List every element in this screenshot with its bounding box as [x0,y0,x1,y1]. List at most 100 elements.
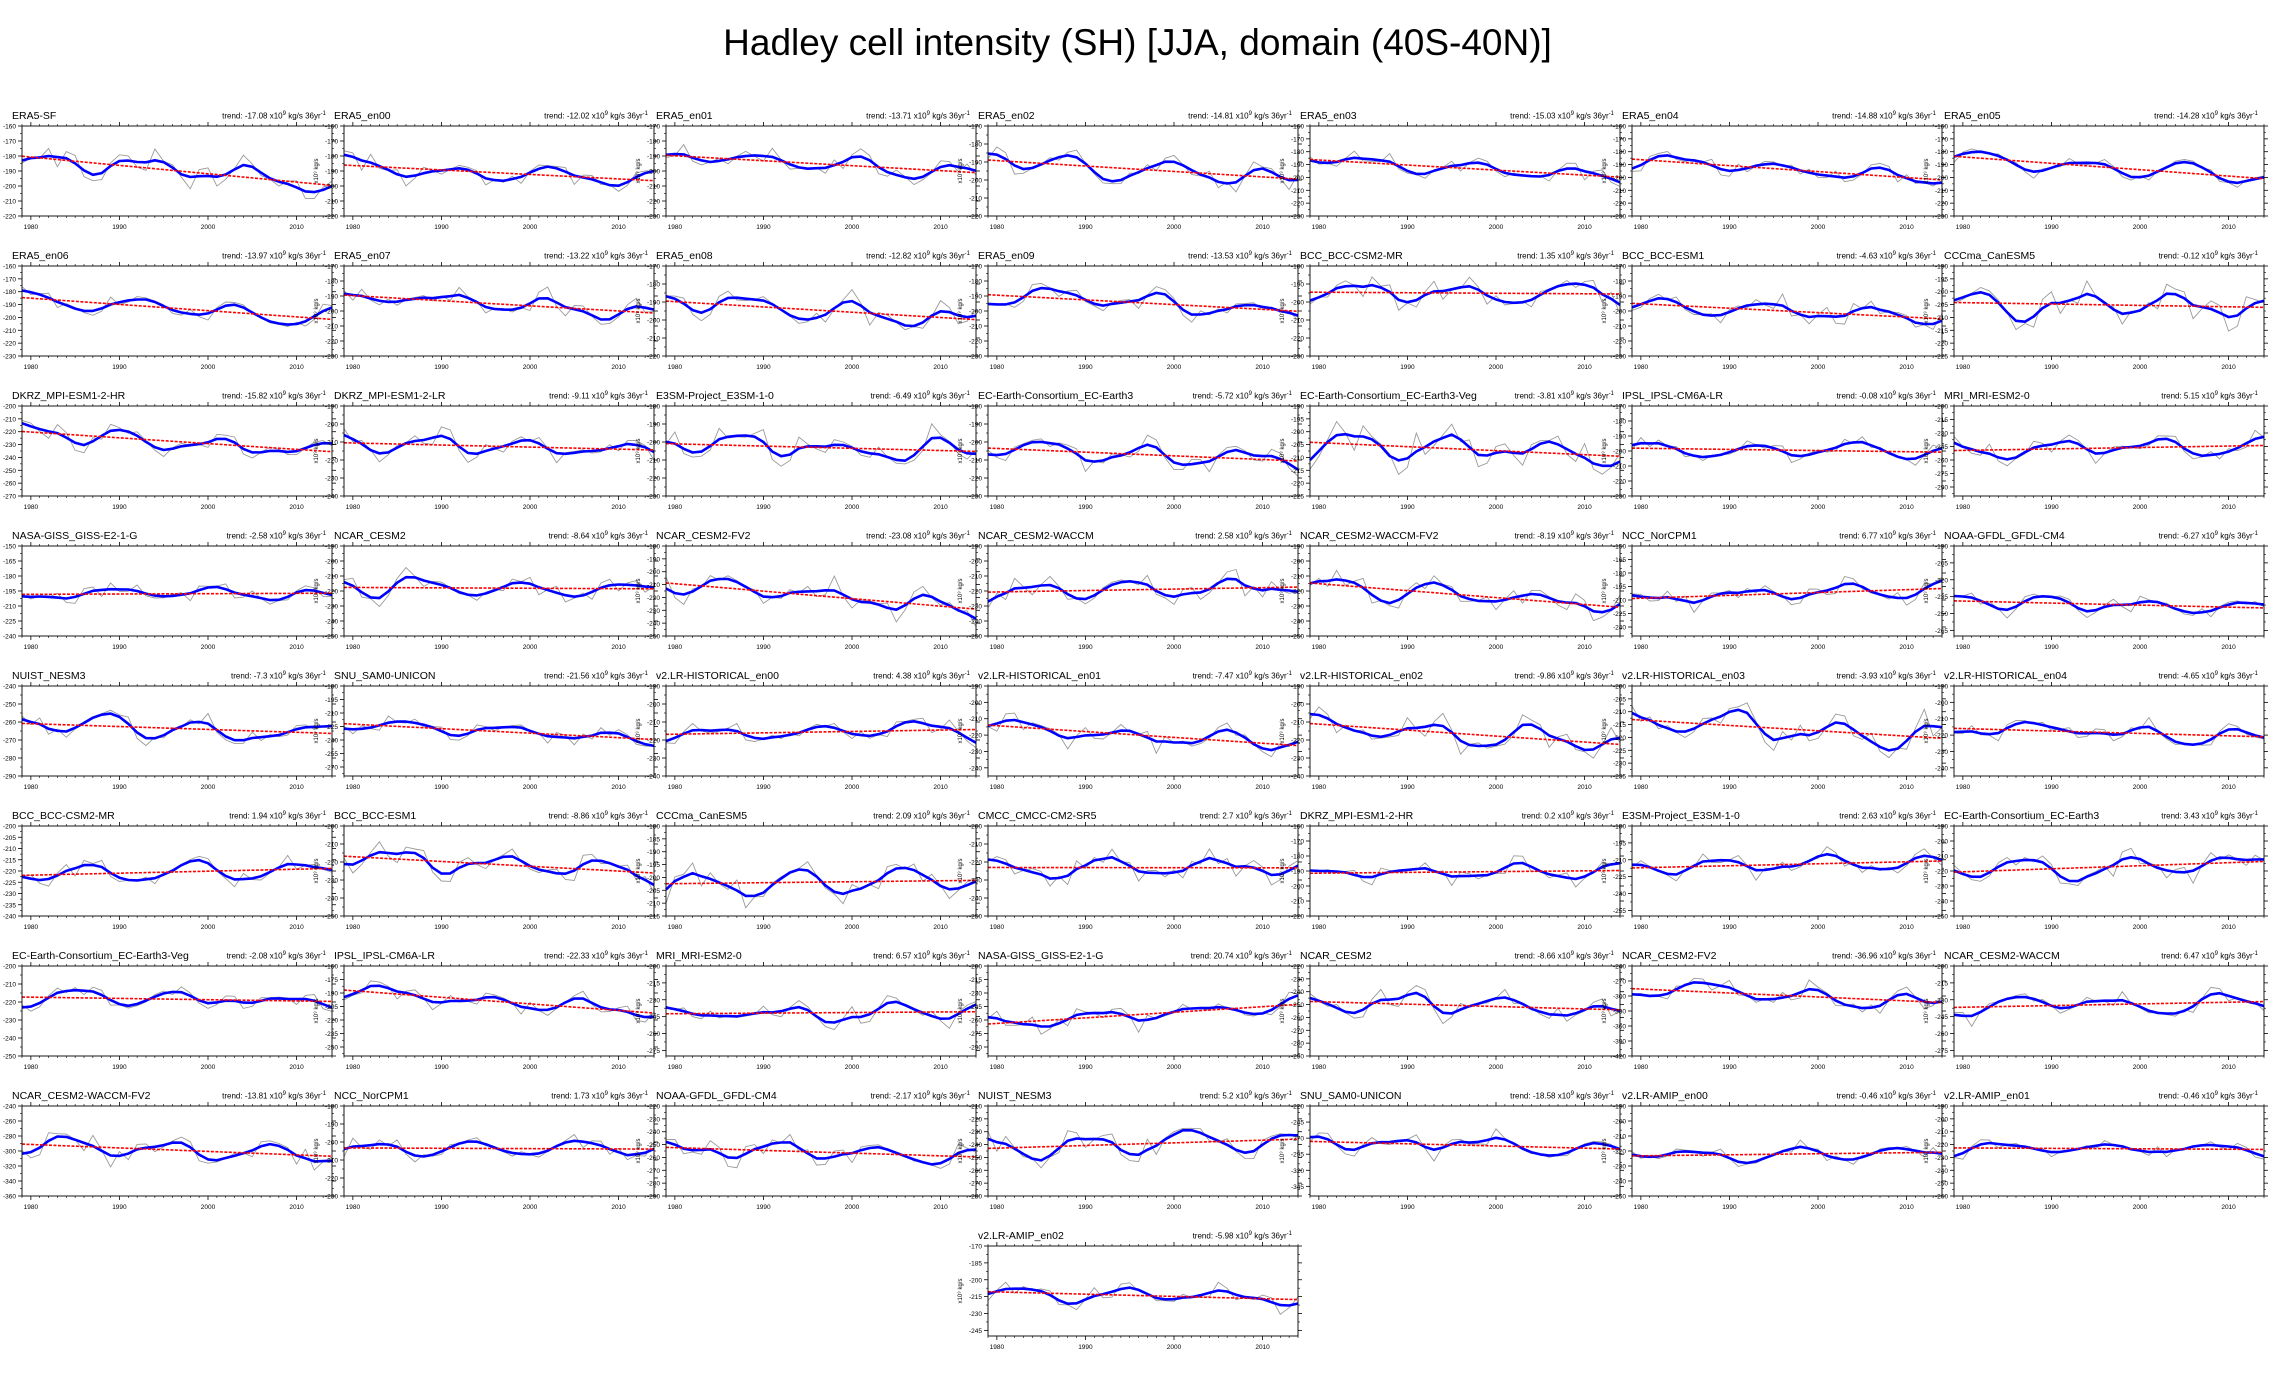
chart-panel: NCAR_CESM2-WACCM-FV2 trend: -8.19 x109 kg… [1279,530,1624,658]
y-tick-label: -200 [969,178,982,185]
y-tick-label: -210 [325,440,338,447]
y-tick-label: -250 [3,1054,16,1061]
y-tick-label: -180 [647,404,660,411]
trend-label: trend: -8.19 x109 kg/s 36yr-1 [1514,531,1614,541]
y-tick-label: -195 [1613,840,1626,847]
raw-series-line [1309,855,1621,888]
y-tick-label: -220 [3,214,16,221]
y-tick-label: -220 [1613,201,1626,208]
panel-title: DKRZ_MPI-ESM1-2-LR [334,390,446,402]
x-tick-label: 1990 [756,224,771,231]
x-tick-label: 2000 [1489,364,1504,371]
y-tick-label: -220 [1613,339,1626,346]
y-tick-label: -200 [969,559,982,566]
trend-label: trend: -0.08 x109 kg/s 36yr-1 [1836,391,1936,401]
y-tick-label: -250 [1291,634,1304,641]
y-tick-label: -160 [3,124,16,131]
y-tick-label: -230 [1291,214,1304,221]
plot-frame [1631,125,1943,217]
chart-panel: ERA5_en08 trend: -12.82 x109 kg/s 36yr-1-… [635,250,980,378]
y-tick-label: -240 [647,774,660,781]
y-tick-label: -190 [1613,162,1626,169]
y-tick-label: -220 [325,458,338,465]
panel-title: v2.LR-HISTORICAL_en01 [978,670,1101,682]
y-tick-label: -200 [325,184,338,191]
panel-plot: -160 -170 -180 -190 -200 -210 -220 1980 1990 2000… [3,122,336,231]
trend-line [1631,718,1943,740]
y-tick-label: -200 [3,404,16,411]
panel-title: v2.LR-HISTORICAL_en02 [1300,670,1423,682]
y-axis-label: x10⁹ kg/s [1923,859,1930,884]
x-tick-label: 2000 [1489,504,1504,511]
y-tick-label: -190 [325,544,338,551]
x-tick-label: 2010 [933,784,948,791]
y-tick-label: -230 [1935,884,1948,891]
y-axis-label: x10⁹ kg/s [957,299,964,324]
plot-frame [1631,825,1943,917]
x-tick-label: 1990 [1400,224,1415,231]
panel-title: ERA5_en02 [978,110,1035,122]
y-tick-label: -200 [1935,404,1948,411]
raw-series-line [1309,706,1621,759]
y-tick-label: -190 [969,684,982,691]
smoothed-series-line [1953,594,2265,615]
trend-line [21,155,333,187]
y-tick-label: -240 [647,621,660,628]
panel-plot: -180 -190 -200 -210 -220 -230 1980 1990 2000 2010… [957,402,1302,511]
y-tick-label: -230 [3,354,16,361]
chart-panel: CMCC_CMCC-CM2-SR5 trend: 2.7 x109 kg/s 36… [957,810,1302,938]
x-tick-label: 1980 [990,784,1005,791]
y-tick-label: -250 [325,914,338,921]
y-tick-label: -190 [1935,264,1948,271]
x-tick-label: 1980 [24,364,39,371]
y-tick-label: -195 [3,589,16,596]
x-tick-label: 2010 [2221,784,2236,791]
panel-plot: -150 -165 -180 -195 -210 -225 -240 1980 1990 2000… [3,542,336,651]
y-axis-label: x10⁹ kg/s [1279,579,1286,604]
x-tick-label: 1990 [1078,784,1093,791]
y-axis-label: x10⁹ kg/s [1601,859,1608,884]
x-tick-label: 1980 [24,504,39,511]
x-tick-label: 1990 [756,784,771,791]
panel-title: BCC_BCC-ESM1 [1622,250,1705,262]
y-tick-label: -200 [1291,559,1304,566]
y-tick-label: -195 [1291,416,1304,423]
plot-frame [1953,405,2265,497]
chart-panel: ERA5_en09 trend: -13.53 x109 kg/s 36yr-1-… [957,250,1302,378]
x-tick-label: 1990 [1722,364,1737,371]
chart-panel: EC-Earth-Consortium_EC-Earth3-Veg trend: … [1279,390,1624,518]
y-tick-label: -210 [1613,598,1626,605]
y-tick-label: -200 [1613,175,1626,182]
plot-frame [21,265,333,357]
x-tick-label: 1990 [1400,644,1415,651]
y-axis-label: x10⁹ kg/s [635,719,642,744]
plot-frame [343,685,655,777]
y-tick-label: -200 [647,569,660,576]
chart-panel: ERA5_en00 trend: -12.02 x109 kg/s 36yr-1-… [313,110,658,238]
y-tick-label: -225 [1291,494,1304,501]
x-tick-label: 1980 [1312,224,1327,231]
chart-panel: NASA-GISS_GISS-E2-1-G trend: -2.58 x109 k… [3,530,336,658]
y-tick-label: -225 [3,619,16,626]
trend-line [665,582,977,610]
y-tick-label: -225 [1613,611,1626,618]
y-tick-label: -240 [325,896,338,903]
y-tick-label: -220 [3,429,16,436]
y-tick-label: -170 [647,264,660,271]
y-axis-label: x10⁹ kg/s [957,579,964,604]
x-tick-label: 2010 [1577,784,1592,791]
y-tick-label: -210 [969,196,982,203]
smoothed-series-line [1309,861,1621,881]
trend-label: trend: -9.86 x109 kg/s 36yr-1 [1514,671,1614,681]
x-tick-label: 2000 [1167,784,1182,791]
y-tick-label: -240 [325,619,338,626]
y-axis-label: x10⁹ kg/s [313,439,320,464]
y-tick-label: -190 [969,294,982,301]
y-tick-label: -200 [325,559,338,566]
y-tick-label: -220 [969,589,982,596]
y-tick-label: -170 [1291,136,1304,143]
y-tick-label: -150 [3,544,16,551]
y-tick-label: -200 [1935,700,1948,707]
chart-panel: ERA5_en03 trend: -15.03 x109 kg/s 36yr-1-… [1279,110,1624,238]
y-tick-label: -200 [969,309,982,316]
